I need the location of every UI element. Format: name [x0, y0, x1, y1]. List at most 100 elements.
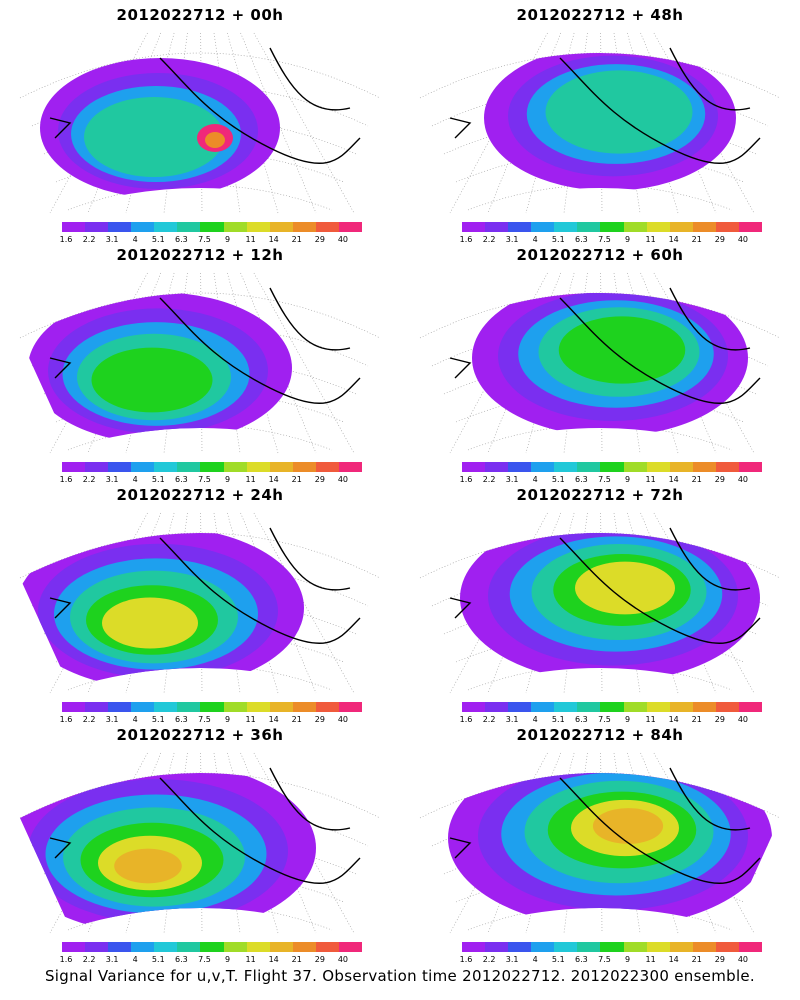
colorbar-tick-label: 4 [532, 955, 538, 964]
colorbar-tick-label: 9 [624, 715, 631, 724]
colorbar-swatch [600, 222, 624, 232]
colorbar-swatch [131, 702, 155, 712]
variance-map [19, 512, 381, 694]
colorbar-swatch [177, 702, 201, 712]
colorbar-swatch [577, 462, 601, 472]
panel-title: 2012022712 + 84h [516, 726, 684, 744]
colorbar-swatch [223, 462, 247, 472]
colorbar-tick-label: 2.2 [82, 235, 96, 244]
colorbar-tick-label: 21 [291, 475, 302, 484]
colorbar-swatch [177, 462, 201, 472]
colorbar-tick-label: 21 [291, 235, 302, 244]
colorbar-swatch [508, 462, 532, 472]
colorbar-swatch [131, 462, 155, 472]
colorbar-tick-label: 3.1 [505, 955, 519, 964]
colorbar-tick-label: 40 [737, 955, 749, 964]
colorbar-ticks: 1.6 2.2 3.1 4 5.1 6.3 7.5 9 11 14 21 29 40 [60, 955, 362, 965]
colorbar-tick-label: 29 [314, 715, 325, 724]
colorbar-swatch [462, 702, 486, 712]
colorbar-swatch [531, 222, 555, 232]
colorbar-swatch [108, 942, 132, 952]
colorbar-tick-label: 5.1 [551, 235, 565, 244]
colorbar-tick-label: 2.2 [482, 235, 496, 244]
colorbar-ticks: 1.6 2.2 3.1 4 5.1 6.3 7.5 9 11 14 21 29 40 [460, 235, 762, 245]
colorbar-tick-label: 7.5 [198, 715, 211, 724]
colorbar-swatch [669, 462, 693, 472]
colorbar-tick-label: 29 [714, 475, 725, 484]
colorbar [462, 942, 763, 952]
coastline [449, 287, 761, 404]
colorbar-tick-label: 4 [532, 715, 538, 724]
map-panel: 2012022712 + 48h 1.6 2.2 3.1 4 5.1 6.3 7.5 9 11 14… [400, 0, 800, 245]
colorbar-tick-label: 6.3 [175, 955, 188, 964]
colorbar-swatch [485, 942, 509, 952]
colorbar-swatch [246, 702, 270, 712]
colorbar-tick-label: 9 [224, 235, 231, 244]
colorbar [462, 702, 763, 712]
variance-field [40, 58, 280, 198]
map-panel: 2012022712 + 36h 1.6 2.2 3.1 4 5.1 6.3 7.5 9 11 14… [0, 720, 400, 965]
colorbar-tick-label: 6.3 [175, 715, 188, 724]
colorbar-tick-label: 21 [291, 715, 302, 724]
colorbar-swatch [85, 942, 109, 952]
colorbar-swatch [531, 462, 555, 472]
colorbar-tick-label: 14 [268, 955, 279, 964]
colorbar [62, 702, 363, 712]
colorbar-swatch [577, 942, 601, 952]
colorbar-swatch [600, 702, 624, 712]
colorbar-swatch [108, 702, 132, 712]
colorbar-ticks: 1.6 2.2 3.1 4 5.1 6.3 7.5 9 11 14 21 29 40 [60, 475, 362, 485]
colorbar [62, 462, 363, 472]
variance-map [419, 32, 781, 214]
colorbar-tick-label: 7.5 [198, 235, 211, 244]
colorbar-swatch [485, 462, 509, 472]
colorbar-swatch [85, 702, 109, 712]
colorbar-swatch [623, 462, 647, 472]
colorbar-swatch [462, 942, 486, 952]
colorbar-swatch [223, 942, 247, 952]
colorbar-swatch [715, 462, 739, 472]
colorbar-swatch [669, 942, 693, 952]
colorbar-swatch [485, 702, 509, 712]
colorbar-swatch [554, 942, 578, 952]
colorbar-swatch [531, 702, 555, 712]
colorbar-swatch [508, 702, 532, 712]
colorbar-swatch [554, 702, 578, 712]
colorbar-ticks: 1.6 2.2 3.1 4 5.1 6.3 7.5 9 11 14 21 29 40 [460, 715, 762, 725]
colorbar-swatch [338, 222, 363, 232]
colorbar-tick-label: 4 [132, 715, 138, 724]
colorbar-swatch [738, 462, 763, 472]
colorbar-tick-label: 11 [245, 955, 256, 964]
colorbar-tick-label: 9 [624, 955, 631, 964]
panel-title: 2012022712 + 12h [116, 246, 284, 264]
colorbar-tick-label: 29 [714, 235, 725, 244]
colorbar-tick-label: 21 [691, 475, 702, 484]
coastline [49, 527, 361, 644]
colorbar-swatch [200, 702, 224, 712]
colorbar-swatch [223, 222, 247, 232]
colorbar-swatch [246, 462, 270, 472]
colorbar-tick-label: 3.1 [505, 715, 519, 724]
colorbar-swatch [692, 702, 716, 712]
colorbar-swatch [292, 942, 316, 952]
panel-title: 2012022712 + 36h [116, 726, 284, 744]
variance-field [484, 53, 736, 191]
colorbar-tick-label: 1.6 [459, 475, 473, 484]
colorbar-tick-label: 11 [245, 715, 256, 724]
colorbar-swatch [338, 702, 363, 712]
colorbar-swatch [554, 222, 578, 232]
colorbar-tick-label: 4 [532, 475, 538, 484]
colorbar-tick-label: 5.1 [551, 715, 565, 724]
colorbar-tick-label: 7.5 [598, 955, 611, 964]
panel-title: 2012022712 + 60h [516, 246, 684, 264]
panel-title: 2012022712 + 24h [116, 486, 284, 504]
colorbar-swatch [292, 222, 316, 232]
colorbar-tick-label: 2.2 [482, 475, 496, 484]
colorbar-swatch [531, 942, 555, 952]
colorbar-swatch [315, 222, 339, 232]
colorbar-swatch [200, 222, 224, 232]
colorbar-ticks: 1.6 2.2 3.1 4 5.1 6.3 7.5 9 11 14 21 29 40 [60, 715, 362, 725]
colorbar-tick-label: 21 [291, 955, 302, 964]
variance-field [28, 293, 292, 444]
colorbar-tick-label: 7.5 [198, 955, 211, 964]
